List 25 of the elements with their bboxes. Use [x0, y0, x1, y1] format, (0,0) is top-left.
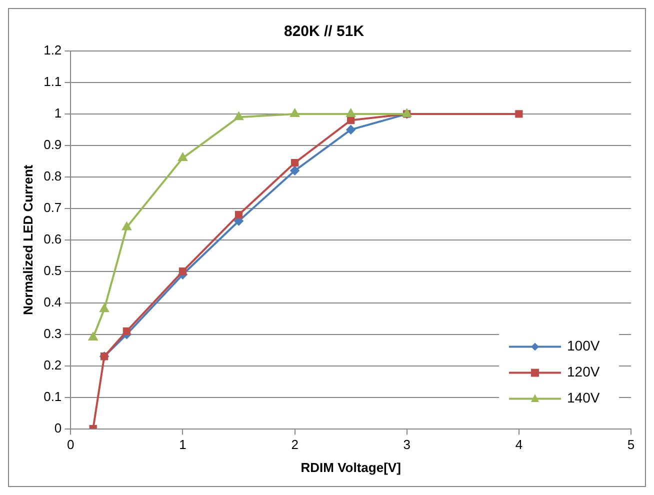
y-tick-label: 0.8 — [44, 168, 62, 184]
x-tick-label: 4 — [515, 437, 523, 452]
y-tick-label: 0.5 — [44, 262, 62, 278]
x-tick-label: 0 — [67, 437, 74, 452]
y-tick-label: 0.3 — [44, 326, 62, 341]
x-tick-label: 3 — [403, 437, 410, 452]
legend-label: 120V — [567, 364, 600, 380]
y-tick-label: 1.2 — [44, 42, 62, 58]
legend-label: 140V — [567, 390, 600, 406]
y-axis-title: Normalized LED Current — [20, 164, 36, 316]
x-tick-label: 5 — [627, 437, 635, 452]
x-axis-title: RDIM Voltage[V] — [300, 460, 401, 475]
chart-title: 820K // 51K — [284, 23, 364, 40]
y-tick-label: 0.7 — [44, 200, 62, 215]
y-tick-label: 0.4 — [44, 294, 62, 310]
x-tick-label: 1 — [179, 437, 186, 452]
x-tick-label: 2 — [291, 437, 298, 452]
y-tick-label: 1 — [54, 106, 62, 121]
y-tick-label: 0.1 — [44, 388, 62, 404]
y-tick-label: 0.2 — [44, 357, 62, 372]
y-tick-label: 0 — [54, 420, 62, 436]
y-tick-label: 0.6 — [44, 231, 62, 246]
y-tick-label: 1.1 — [44, 74, 62, 90]
y-tick-label: 0.9 — [44, 137, 62, 152]
legend-label: 100V — [567, 338, 600, 354]
